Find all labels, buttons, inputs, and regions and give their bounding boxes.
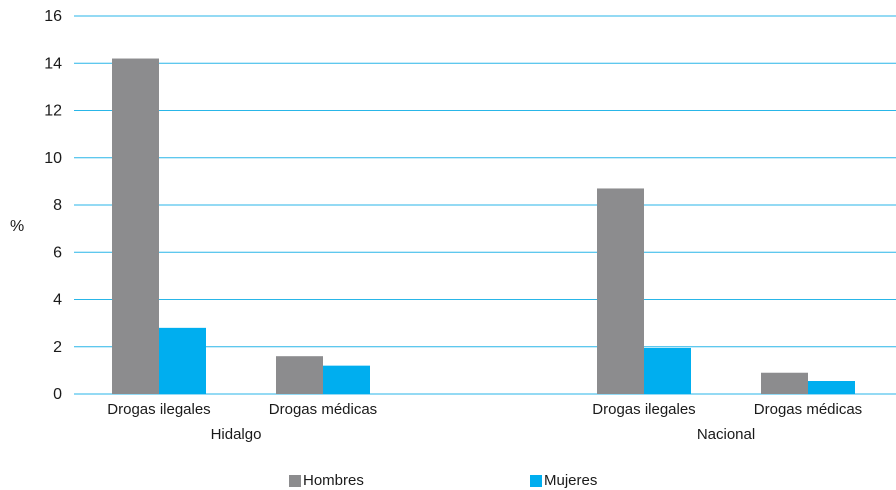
legend-label-hombres: Hombres xyxy=(303,472,364,489)
y-tick-label: 8 xyxy=(53,197,62,214)
legend-swatch-mujeres xyxy=(530,474,542,487)
bar-mujeres-hidalgo xyxy=(159,327,206,394)
y-tick-label: 2 xyxy=(53,339,62,356)
bar-mujeres-hidalgo xyxy=(323,365,370,394)
x-group-label: Nacional xyxy=(697,426,755,443)
y-axis-label: % xyxy=(10,218,25,235)
y-tick-label: 0 xyxy=(53,386,62,403)
bars xyxy=(112,58,855,395)
legend-label-mujeres: Mujeres xyxy=(544,472,598,489)
y-tick-label: 12 xyxy=(44,103,62,120)
y-tick-label: 6 xyxy=(53,244,62,261)
y-tick-label: 4 xyxy=(53,292,62,309)
category-labels: Drogas ilegales Drogas médicasHidalgoDrog… xyxy=(107,401,862,443)
bar-mujeres-nacional xyxy=(644,347,691,394)
x-category-label: Drogas ilegales xyxy=(107,401,210,418)
y-tick-label: 14 xyxy=(44,55,62,72)
y-tick-label: 16 xyxy=(44,8,62,25)
y-tick-label: 10 xyxy=(44,150,62,167)
bar-hombres-nacional xyxy=(597,188,644,394)
x-category-label: Drogas médicas xyxy=(269,401,377,418)
legend-item-hombres: Hombres xyxy=(289,472,364,489)
x-group-label: Hidalgo xyxy=(211,426,262,443)
bar-hombres-hidalgo xyxy=(112,58,159,395)
x-category-label: Drogas médicas xyxy=(754,401,862,418)
gridlines xyxy=(74,15,896,395)
bar-hombres-nacional xyxy=(761,372,808,394)
bar-hombres-hidalgo xyxy=(276,356,323,394)
x-category-label: Drogas ilegales xyxy=(592,401,695,418)
legend-swatch-hombres xyxy=(289,474,301,487)
bar-mujeres-nacional xyxy=(808,381,855,394)
y-axis-ticks: 0 2 4 6 8 10 12 14 16 xyxy=(44,8,62,403)
legend-item-mujeres: Mujeres xyxy=(530,472,597,489)
